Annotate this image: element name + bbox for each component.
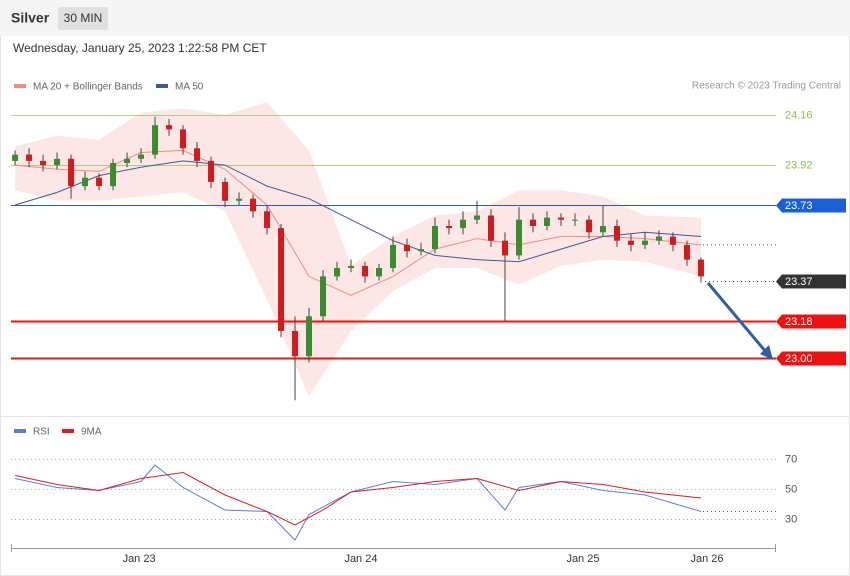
rsi-panel: 30 50 70 RSI 9MA <box>11 427 797 541</box>
y-tick-label: 50 <box>785 483 797 495</box>
y-tick-label: 30 <box>785 513 797 525</box>
level-tag <box>776 274 846 289</box>
candle-body <box>348 265 355 268</box>
candle-body <box>124 158 131 163</box>
legend-swatch <box>14 429 26 433</box>
header-bar <box>0 0 850 36</box>
legend-label: 9MA <box>81 427 102 438</box>
candle-body <box>655 236 662 241</box>
x-tick-label: Jan 23 <box>123 553 156 565</box>
forecast-arrow <box>706 282 768 353</box>
candle-body <box>501 240 508 256</box>
candle-body <box>362 265 369 277</box>
candle-body <box>460 219 467 229</box>
candle-body <box>432 226 439 250</box>
candle-body <box>390 244 397 268</box>
level-label: 23.00 <box>785 353 813 365</box>
candle-body <box>250 198 257 212</box>
candle-body <box>236 198 243 201</box>
ma50-line <box>14 160 702 263</box>
interval-badge[interactable] <box>58 7 108 30</box>
level-label: 23.37 <box>785 276 813 288</box>
candle-body <box>54 158 61 166</box>
legend-label: RSI <box>33 427 50 438</box>
candle-body <box>641 240 648 245</box>
candle-body <box>152 125 159 155</box>
candle-body <box>82 177 89 187</box>
candle-body <box>166 125 173 130</box>
candle-body <box>96 177 103 187</box>
candle-body <box>613 226 620 241</box>
timestamp: Wednesday, January 25, 2023 1:22:58 PM C… <box>13 41 267 55</box>
candle-body <box>404 244 411 252</box>
legend-label: MA 50 <box>175 82 204 93</box>
level-tag <box>776 351 846 366</box>
x-tick-label: Jan 25 <box>566 553 599 565</box>
forecast-arrowhead <box>760 345 773 360</box>
candle-body <box>627 240 634 245</box>
legend-swatch <box>156 84 168 88</box>
candle-body <box>376 268 383 277</box>
candle-body <box>599 226 606 233</box>
candle-body <box>194 148 201 161</box>
candle-body <box>487 215 494 241</box>
candle-body <box>110 163 117 187</box>
x-tick-label: Jan 26 <box>690 553 723 565</box>
level-tag <box>776 314 846 329</box>
candle-body <box>585 219 592 233</box>
level-label: 23.73 <box>785 200 813 212</box>
candle-body <box>571 219 578 221</box>
x-tick-label: Jan 24 <box>344 553 377 565</box>
candle-body <box>418 249 425 252</box>
candle-body <box>669 236 676 245</box>
legend-swatch <box>62 429 74 433</box>
candle-body <box>557 217 564 220</box>
level-label: 23.18 <box>785 316 813 328</box>
price-panel: 24.16 23.92 23.73 23.37 23.18 23.00 MA 20 + Bo… <box>11 82 846 401</box>
candle-body <box>515 219 522 256</box>
candle-body <box>208 160 215 182</box>
candle-body <box>40 160 47 166</box>
level-tag <box>776 198 846 213</box>
candle-body <box>473 215 480 220</box>
candle-body <box>334 268 341 277</box>
candle-body <box>68 158 75 187</box>
credit: Research © 2023 Trading Central <box>692 81 841 92</box>
y-tick-label: 70 <box>785 453 797 465</box>
candle-body <box>292 331 299 357</box>
candle-body <box>264 211 271 229</box>
interval-label[interactable]: 30 MIN <box>64 11 103 25</box>
candle-body <box>683 244 690 260</box>
rsi-line <box>14 471 702 526</box>
candle-body <box>12 154 19 161</box>
candle-body <box>26 154 33 161</box>
candle-body <box>278 228 285 331</box>
bollinger-band <box>15 102 702 397</box>
level-label: 23.92 <box>785 159 813 171</box>
candle-body <box>180 129 187 149</box>
legend-label: MA 20 + Bollinger Bands <box>33 82 143 93</box>
legend-swatch <box>14 84 26 88</box>
instrument-title: Silver <box>11 10 50 26</box>
level-label: 24.16 <box>785 109 813 121</box>
candle-body <box>320 276 327 317</box>
candle-body <box>543 217 550 226</box>
candle-body <box>529 219 536 226</box>
candle-body <box>222 181 229 201</box>
candle-body <box>697 259 704 277</box>
candle-body <box>306 316 313 357</box>
candle-body <box>138 154 145 159</box>
candle-body <box>446 226 453 229</box>
